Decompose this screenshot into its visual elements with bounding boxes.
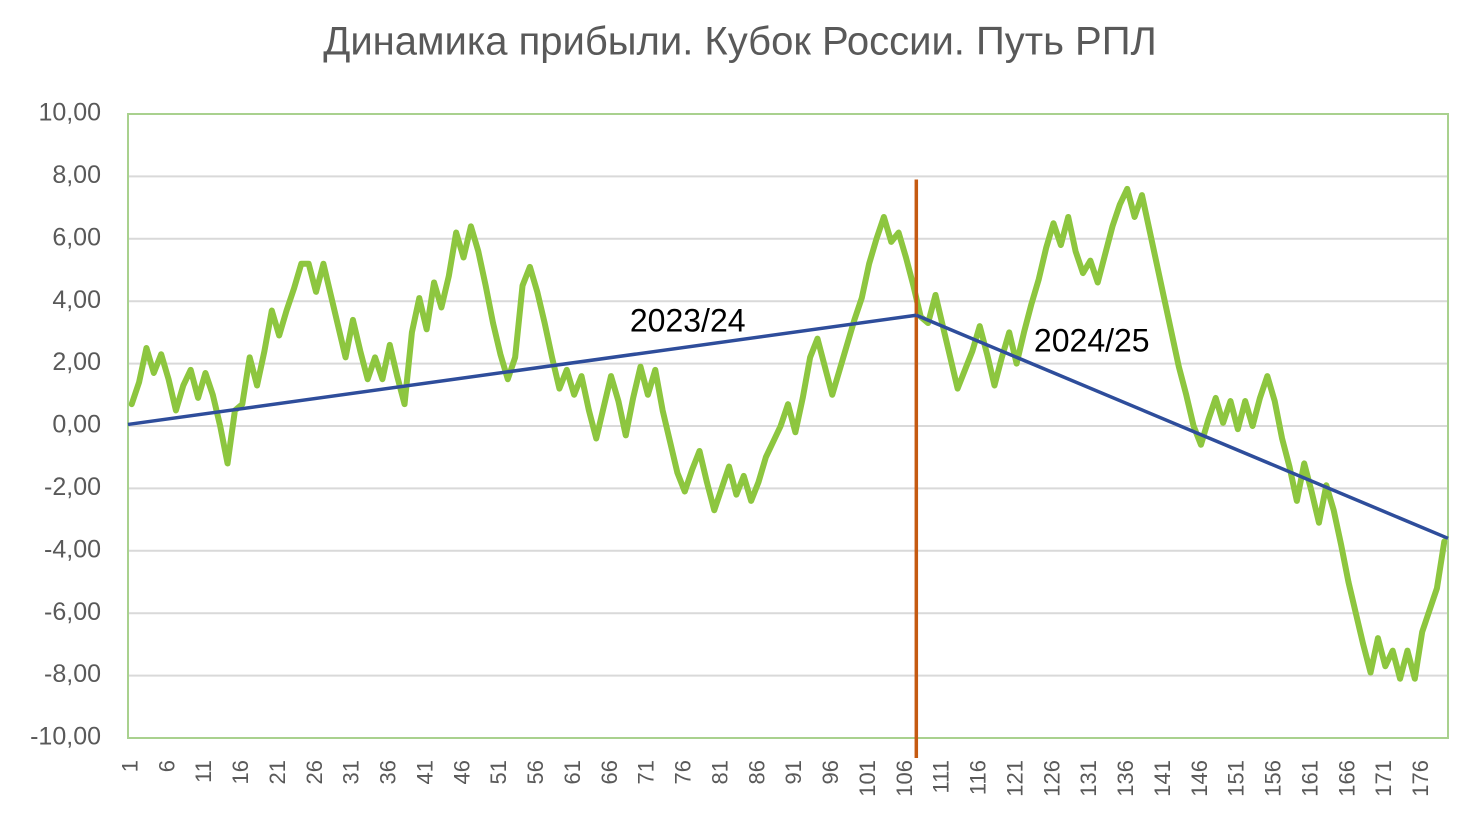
x-tick-label: 86 bbox=[744, 760, 769, 784]
y-tick-label: -6,00 bbox=[44, 598, 101, 626]
y-tick-label: -4,00 bbox=[44, 535, 101, 563]
data-line bbox=[128, 185, 1448, 682]
y-tick-label: 6,00 bbox=[52, 223, 101, 251]
x-tick-label: 111 bbox=[929, 760, 954, 793]
y-tick-label: 4,00 bbox=[52, 286, 101, 314]
x-tick-label: 36 bbox=[376, 760, 401, 784]
x-tick-label: 166 bbox=[1334, 760, 1359, 797]
x-tick-label: 46 bbox=[449, 760, 474, 784]
x-tick-label: 121 bbox=[1002, 760, 1027, 797]
plot-border bbox=[127, 113, 1449, 739]
x-tick-label: 151 bbox=[1224, 760, 1249, 797]
trend-line bbox=[915, 313, 1449, 540]
x-tick-label: 66 bbox=[597, 760, 622, 784]
x-tick-label: 41 bbox=[412, 760, 437, 784]
y-tick-label: -2,00 bbox=[44, 473, 101, 501]
x-tick-label: 26 bbox=[302, 760, 327, 784]
x-tick-label: 176 bbox=[1408, 760, 1433, 797]
x-tick-label: 116 bbox=[966, 760, 991, 795]
x-tick-label: 136 bbox=[1113, 760, 1138, 797]
x-tick-label: 96 bbox=[818, 760, 843, 784]
x-tick-label: 106 bbox=[892, 760, 917, 797]
x-tick-label: 156 bbox=[1261, 760, 1286, 797]
x-tick-label: 131 bbox=[1076, 760, 1101, 797]
x-tick-label: 16 bbox=[228, 760, 253, 784]
y-tick-label: -8,00 bbox=[44, 660, 101, 688]
x-tick-label: 21 bbox=[265, 760, 290, 784]
x-tick-label: 76 bbox=[671, 760, 696, 784]
y-tick-label: 2,00 bbox=[52, 348, 101, 376]
x-tick-label: 51 bbox=[486, 760, 511, 784]
trend-label: 2024/25 bbox=[1034, 322, 1150, 358]
trend-line bbox=[127, 313, 917, 427]
x-tick-label: 61 bbox=[560, 760, 585, 784]
trend-label: 2023/24 bbox=[630, 302, 746, 338]
x-tick-label: 31 bbox=[339, 760, 364, 784]
chart-title: Динамика прибыли. Кубок России. Путь РПЛ bbox=[323, 20, 1156, 64]
y-tick-label: 8,00 bbox=[52, 161, 101, 189]
x-tick-label: 1 bbox=[117, 760, 142, 772]
y-tick-label: 10,00 bbox=[38, 99, 101, 127]
y-tick-label: -10,00 bbox=[30, 723, 101, 751]
x-tick-label: 6 bbox=[154, 760, 179, 772]
x-tick-label: 126 bbox=[1039, 760, 1064, 797]
x-tick-label: 146 bbox=[1187, 760, 1212, 797]
x-tick-label: 171 bbox=[1371, 760, 1396, 797]
x-tick-label: 161 bbox=[1297, 760, 1322, 797]
x-tick-label: 81 bbox=[707, 760, 732, 784]
x-tick-label: 11 bbox=[191, 760, 216, 783]
x-tick-label: 71 bbox=[634, 760, 659, 784]
x-tick-label: 101 bbox=[855, 760, 880, 797]
x-tick-label: 56 bbox=[523, 760, 548, 784]
y-tick-label: 0,00 bbox=[52, 411, 101, 439]
x-tick-label: 141 bbox=[1150, 760, 1175, 797]
x-tick-label: 91 bbox=[781, 760, 806, 784]
